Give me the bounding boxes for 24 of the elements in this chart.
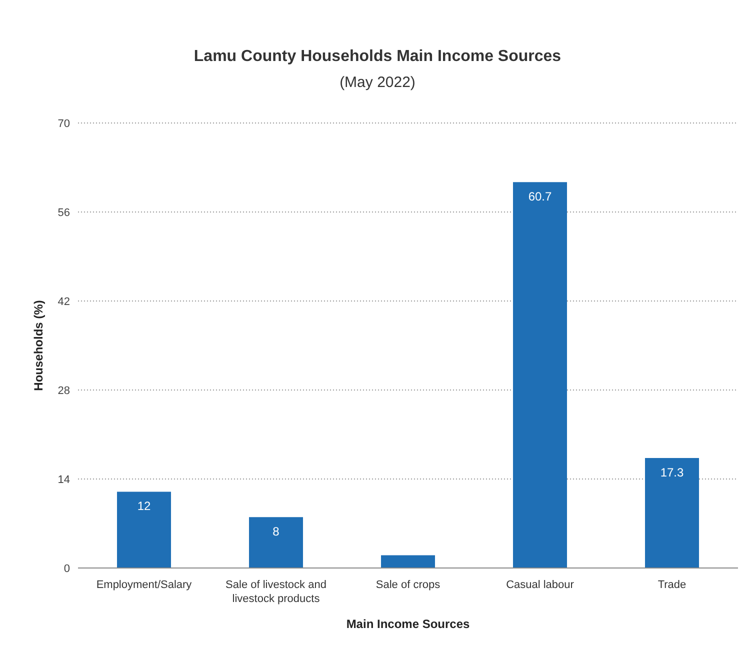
bar (513, 182, 567, 568)
bar (117, 492, 171, 568)
y-tick-label: 0 (64, 562, 70, 575)
bar (645, 458, 699, 568)
x-tick-label: Employment/Salary (96, 579, 192, 591)
chart-title: Lamu County Households Main Income Sources (192, 48, 562, 66)
y-tick-label: 28 (58, 384, 70, 397)
y-tick-label: 42 (58, 296, 70, 308)
y-tick-label: 70 (58, 118, 70, 130)
bar (249, 517, 303, 568)
y-tick-label: 56 (58, 206, 70, 219)
data-label: 8 (272, 524, 280, 539)
y-tick-label: 14 (58, 474, 70, 486)
data-label: 60.7 (528, 190, 552, 204)
data-label: 12 (137, 499, 151, 514)
chart-subtitle: (May 2022) (338, 74, 416, 91)
x-axis-title: Main Income Sources (346, 617, 470, 631)
x-tick-label: Sale of crops (376, 579, 441, 591)
bar (381, 555, 435, 568)
x-tick-label: Sale of livestock and livestock products (226, 579, 326, 605)
data-label: 17.3 (660, 466, 684, 480)
x-tick-label: Trade (658, 579, 686, 591)
y-axis-title: Households (%) (31, 300, 46, 391)
x-tick-label: Casual labour (506, 579, 574, 591)
